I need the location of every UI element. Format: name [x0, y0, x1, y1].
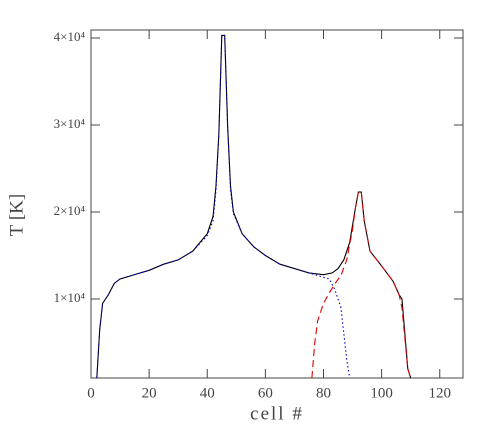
- plot-frame: [90, 29, 464, 379]
- y-tick-label: 3×10⁴: [54, 116, 86, 131]
- x-tick-label: 80: [316, 385, 331, 401]
- line-series: [96, 34, 412, 378]
- y-tick-label: 2×10⁴: [54, 203, 86, 218]
- y-tick-label: 4×10⁴: [54, 29, 86, 44]
- x-tick-label: 20: [142, 385, 157, 401]
- line-series: [311, 191, 412, 378]
- line-series: [96, 34, 351, 378]
- y-tick-label: 1×10⁴: [54, 290, 86, 305]
- x-axis-title: cell #: [250, 403, 304, 424]
- x-tick-label: 40: [200, 385, 215, 401]
- x-tick-label: 100: [370, 385, 393, 401]
- x-tick-label: 0: [87, 385, 95, 401]
- x-tick-label: 120: [429, 385, 452, 401]
- y-axis-title: T [K]: [6, 194, 27, 236]
- x-tick-label: 60: [258, 385, 273, 401]
